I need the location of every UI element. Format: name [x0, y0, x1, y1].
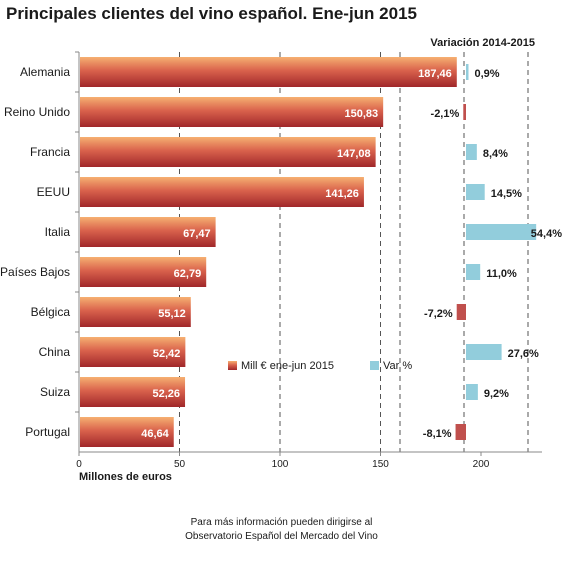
bar: [80, 57, 457, 87]
category-label: China: [39, 345, 71, 359]
x-tick-label: 100: [272, 459, 289, 470]
variation-data-label: -8,1%: [423, 428, 452, 440]
variation-bar: [463, 104, 466, 120]
variation-data-label: 54,4%: [531, 228, 562, 240]
variation-bar: [466, 64, 469, 80]
bar-data-label: 62,79: [174, 268, 202, 280]
variation-bar: [466, 384, 478, 400]
bar-chart: 187,46 150,83 147,08 141,26 67,47 62,79 55,12 5…: [0, 37, 562, 483]
category-label: Reino Unido: [4, 105, 70, 119]
bar: [80, 297, 191, 327]
variation-data-label: 9,2%: [484, 388, 509, 400]
footer-line-1: Para más información pueden dirigirse al: [190, 517, 373, 528]
bar: [80, 257, 207, 287]
bar-data-label: 67,47: [183, 228, 211, 240]
chart-title: Principales clientes del vino español. E…: [6, 4, 417, 23]
bar-data-label: 150,83: [345, 108, 379, 120]
bar-data-label: 52,42: [153, 348, 181, 360]
category-label: Portugal: [25, 425, 70, 439]
variation-bar: [466, 184, 485, 200]
secondary-title: Variación 2014-2015: [430, 37, 535, 49]
footer-note: Para más información pueden dirigirse al…: [0, 516, 563, 544]
variation-data-label: 14,5%: [491, 188, 522, 200]
bar: [80, 337, 186, 367]
x-tick-label: 150: [372, 459, 389, 470]
bar: [80, 137, 376, 167]
category-label: Italia: [45, 225, 71, 239]
legend-label-main: Mill € ene-jun 2015: [241, 360, 334, 372]
variation-data-label: 8,4%: [483, 148, 508, 160]
bar-data-label: 141,26: [325, 188, 359, 200]
variation-bar: [455, 424, 466, 440]
bar-data-label: 147,08: [337, 148, 371, 160]
variation-bar: [466, 264, 481, 280]
legend-swatch-main: [228, 361, 237, 370]
variation-data-label: 0,9%: [475, 68, 500, 80]
category-label: Suiza: [40, 385, 70, 399]
x-tick-label: 0: [76, 459, 82, 470]
bar-data-label: 55,12: [158, 308, 186, 320]
category-label: Países Bajos: [0, 265, 70, 279]
legend-swatch-var: [370, 361, 379, 370]
bar: [80, 177, 364, 207]
variation-data-label: -2,1%: [431, 108, 460, 120]
bar: [80, 417, 174, 447]
variation-bar: [456, 304, 466, 320]
category-label: Alemania: [20, 65, 70, 79]
category-label: Bélgica: [31, 305, 71, 319]
bar: [80, 377, 186, 407]
bar-data-label: 52,26: [153, 388, 181, 400]
bar-data-label: 187,46: [418, 68, 452, 80]
variation-data-label: 11,0%: [486, 268, 517, 280]
variation-data-label: 27,6%: [508, 348, 539, 360]
x-axis-label: Millones de euros: [79, 471, 172, 483]
x-tick-label: 50: [174, 459, 186, 470]
variation-bar: [466, 144, 477, 160]
variation-data-label: -7,2%: [424, 308, 453, 320]
x-tick-label: 200: [473, 459, 490, 470]
footer-line-2: Observatorio Español del Mercado del Vin…: [185, 531, 378, 542]
bar: [80, 217, 216, 247]
legend-label-var: Var %: [383, 360, 412, 372]
category-label: Francia: [30, 145, 70, 159]
variation-bar: [466, 224, 537, 240]
bar-data-label: 46,64: [141, 428, 169, 440]
bar: [80, 97, 384, 127]
variation-bar: [466, 344, 502, 360]
category-label: EEUU: [37, 185, 70, 199]
